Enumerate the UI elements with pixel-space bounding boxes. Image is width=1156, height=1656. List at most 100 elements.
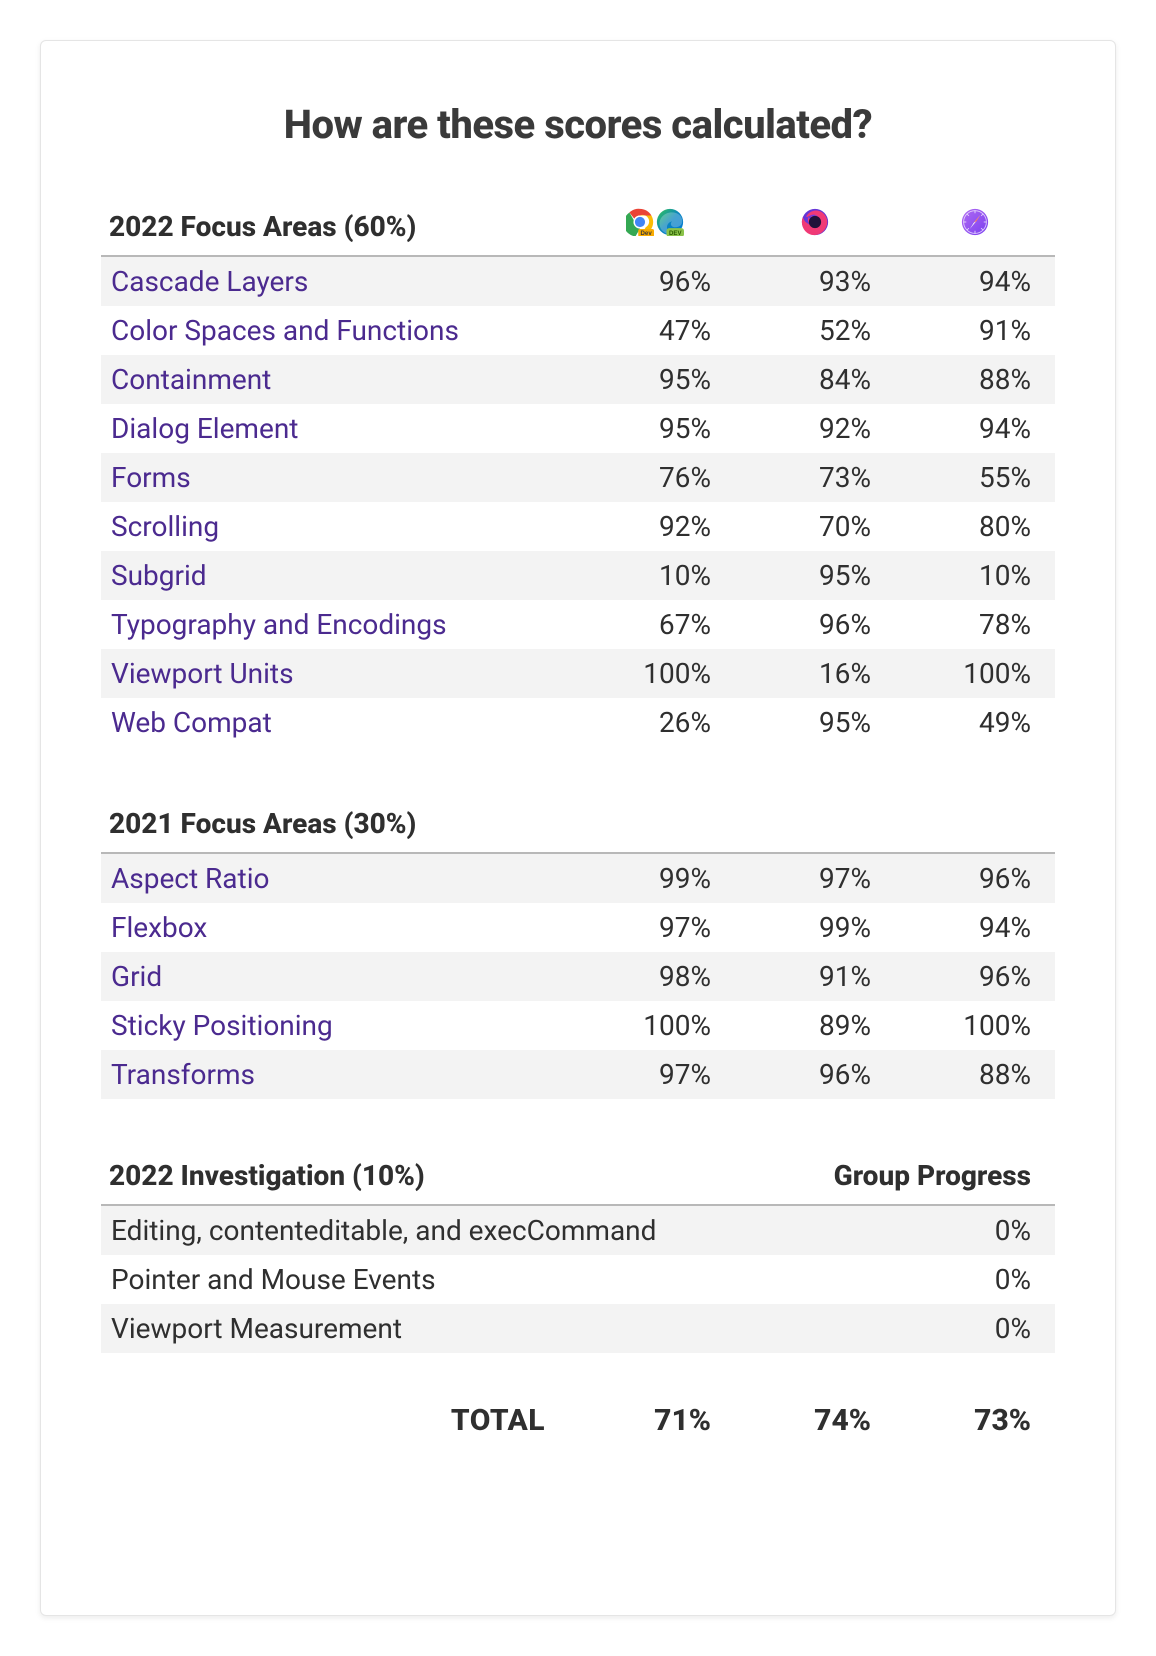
table-row: Viewport Measurement0%	[101, 1304, 1055, 1353]
score-cell: 99%	[575, 853, 735, 903]
score-cell: 92%	[735, 404, 895, 453]
score-cell: 96%	[895, 853, 1055, 903]
table-row: Dialog Element 95%92%94%	[101, 404, 1055, 453]
focus-area-link[interactable]: Viewport Units	[111, 657, 294, 690]
score-cell: 89%	[735, 1001, 895, 1050]
svg-text:DEV: DEV	[669, 230, 682, 236]
col-header-chrome-edge: Dev	[575, 198, 735, 256]
totals-chrome-edge: 71%	[575, 1403, 735, 1438]
table-row: Viewport Units 100%16%100%	[101, 649, 1055, 698]
score-cell: 10%	[575, 551, 735, 600]
focus-area-link[interactable]: Flexbox	[111, 911, 207, 944]
focus-area-link[interactable]: Transforms	[111, 1058, 255, 1091]
score-cell: 97%	[575, 903, 735, 952]
svg-text:Dev: Dev	[641, 230, 653, 236]
score-cell: 100%	[895, 649, 1055, 698]
totals-label: TOTAL	[101, 1403, 575, 1438]
table-row: Flexbox 97%99%94%	[101, 903, 1055, 952]
score-cell: 88%	[895, 355, 1055, 404]
focus-area-link[interactable]: Containment	[111, 363, 271, 396]
score-cell: 49%	[895, 698, 1055, 747]
focus-area-link[interactable]: Color Spaces and Functions	[111, 314, 459, 347]
investigation-label: Viewport Measurement	[101, 1304, 780, 1353]
score-cell: 78%	[895, 600, 1055, 649]
focus-area-link[interactable]: Forms	[111, 461, 191, 494]
score-cell: 73%	[735, 453, 895, 502]
investigation-label: Editing, contenteditable, and execComman…	[101, 1205, 780, 1255]
table-row: Grid 98%91%96%	[101, 952, 1055, 1001]
score-cell: 95%	[575, 404, 735, 453]
score-cell: 99%	[735, 903, 895, 952]
table-row: Web Compat 26%95%49%	[101, 698, 1055, 747]
totals-safari: 73%	[895, 1403, 1055, 1438]
score-cell: 84%	[735, 355, 895, 404]
score-cell: 55%	[895, 453, 1055, 502]
score-cell: 16%	[735, 649, 895, 698]
score-cell: 94%	[895, 903, 1055, 952]
focus-area-link[interactable]: Aspect Ratio	[111, 862, 269, 895]
investigation-progress: 0%	[780, 1205, 1055, 1255]
score-cell: 94%	[895, 404, 1055, 453]
focus-area-link[interactable]: Scrolling	[111, 510, 219, 543]
score-cell: 96%	[735, 1050, 895, 1099]
table-row: Subgrid 10%95%10%	[101, 551, 1055, 600]
focus-area-link[interactable]: Sticky Positioning	[111, 1009, 333, 1042]
table-row: Editing, contenteditable, and execComman…	[101, 1205, 1055, 1255]
score-cell: 100%	[575, 649, 735, 698]
table-row: Color Spaces and Functions 47%52%91%	[101, 306, 1055, 355]
score-cell: 91%	[735, 952, 895, 1001]
focus-area-link[interactable]: Dialog Element	[111, 412, 298, 445]
score-cell: 76%	[575, 453, 735, 502]
table-row: Pointer and Mouse Events0%	[101, 1255, 1055, 1304]
score-cell: 26%	[575, 698, 735, 747]
col-header-firefox	[735, 198, 895, 256]
score-cell: 97%	[575, 1050, 735, 1099]
score-cell: 95%	[575, 355, 735, 404]
totals-row: TOTAL 71% 74% 73%	[101, 1403, 1055, 1438]
score-cell: 96%	[735, 600, 895, 649]
score-cell: 95%	[735, 551, 895, 600]
focus-area-link[interactable]: Subgrid	[111, 559, 207, 592]
page-title: How are these scores calculated?	[101, 101, 1055, 148]
score-cell: 91%	[895, 306, 1055, 355]
table-row: Forms 76%73%55%	[101, 453, 1055, 502]
focus-area-link[interactable]: Cascade Layers	[111, 265, 308, 298]
score-cell: 96%	[575, 256, 735, 306]
score-cell: 67%	[575, 600, 735, 649]
score-cell: 92%	[575, 502, 735, 551]
scores-card: How are these scores calculated? 2022 Fo…	[40, 40, 1116, 1616]
score-cell: 97%	[735, 853, 895, 903]
table-row: Containment 95%84%88%	[101, 355, 1055, 404]
score-cell: 52%	[735, 306, 895, 355]
focus-area-link[interactable]: Typography and Encodings	[111, 608, 447, 641]
score-cell: 100%	[575, 1001, 735, 1050]
score-cell: 70%	[735, 502, 895, 551]
section-heading-investigation: 2022 Investigation (10%)	[101, 1149, 780, 1205]
table-2022-investigation: 2022 Investigation (10%) Group Progress …	[101, 1149, 1055, 1353]
edge-dev-icon: DEV	[656, 208, 684, 236]
investigation-label: Pointer and Mouse Events	[101, 1255, 780, 1304]
group-progress-heading: Group Progress	[780, 1149, 1055, 1205]
score-cell: 93%	[735, 256, 895, 306]
score-cell: 98%	[575, 952, 735, 1001]
section-heading-2022: 2022 Focus Areas (60%)	[101, 198, 575, 256]
table-row: Typography and Encodings 67%96%78%	[101, 600, 1055, 649]
section-heading-2021: 2021 Focus Areas (30%)	[101, 797, 575, 853]
score-cell: 95%	[735, 698, 895, 747]
table-2021-focus: 2021 Focus Areas (30%) Aspect Ratio99%97…	[101, 797, 1055, 1099]
table-row: Sticky Positioning100%89%100%	[101, 1001, 1055, 1050]
score-cell: 96%	[895, 952, 1055, 1001]
focus-area-link[interactable]: Web Compat	[111, 706, 272, 739]
score-cell: 10%	[895, 551, 1055, 600]
focus-area-link[interactable]: Grid	[111, 960, 162, 993]
investigation-progress: 0%	[780, 1255, 1055, 1304]
table-2022-focus: 2022 Focus Areas (60%)	[101, 198, 1055, 747]
score-cell: 47%	[575, 306, 735, 355]
score-cell: 94%	[895, 256, 1055, 306]
score-cell: 80%	[895, 502, 1055, 551]
table-row: Cascade Layers 96%93%94%	[101, 256, 1055, 306]
score-cell: 88%	[895, 1050, 1055, 1099]
chrome-dev-icon: Dev	[626, 208, 654, 236]
safari-tp-icon	[961, 208, 989, 236]
table-row: Scrolling 92%70%80%	[101, 502, 1055, 551]
